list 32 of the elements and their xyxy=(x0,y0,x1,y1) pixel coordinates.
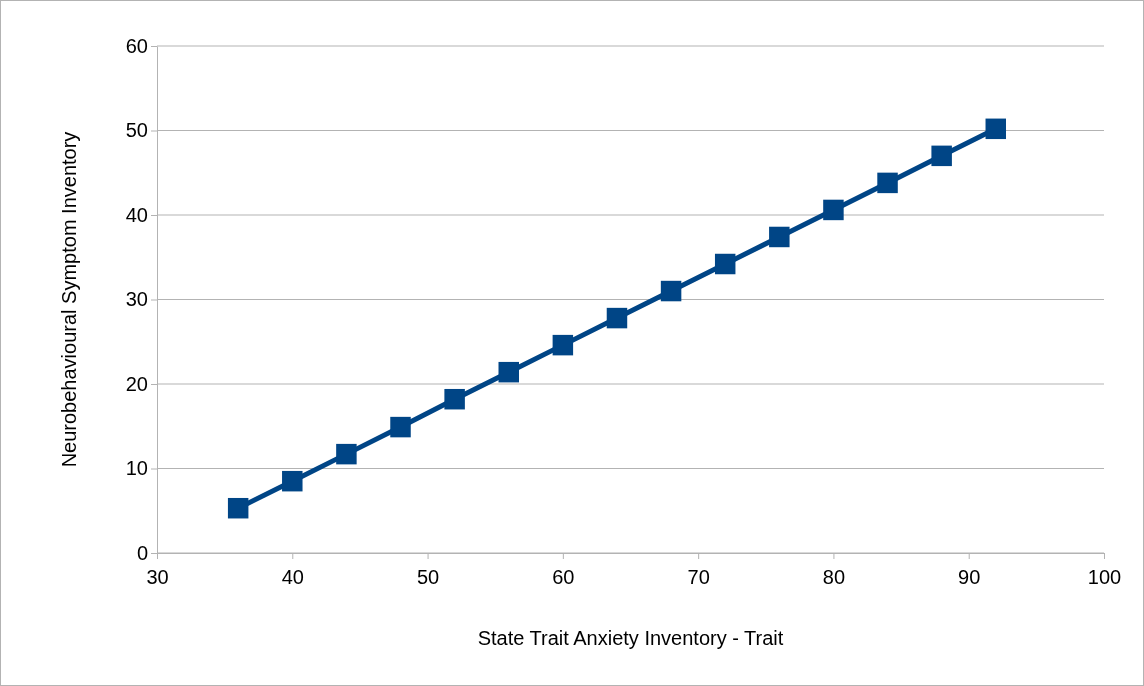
point xyxy=(714,253,736,275)
point xyxy=(444,388,465,410)
point xyxy=(227,497,249,519)
point xyxy=(390,416,411,438)
y-tick-label: 40 xyxy=(125,203,148,226)
point xyxy=(660,280,682,302)
point xyxy=(877,172,898,194)
y-axis-title: Neurobehavioural Symptom Inventory xyxy=(58,131,80,468)
point xyxy=(498,361,519,383)
x-tick-label: 80 xyxy=(822,566,846,588)
y-tick-label: 60 xyxy=(125,34,148,57)
y-tick-label: 50 xyxy=(125,119,148,142)
point xyxy=(552,334,574,356)
point xyxy=(769,226,790,248)
x-tick-label: 100 xyxy=(1087,566,1122,588)
x-tick-label: 90 xyxy=(958,566,981,588)
point xyxy=(606,307,628,329)
point xyxy=(985,118,1007,140)
x-tick-label: 30 xyxy=(146,566,169,588)
point xyxy=(336,443,357,465)
point xyxy=(823,199,844,221)
y-tick-label: 0 xyxy=(136,541,148,564)
point xyxy=(282,470,303,492)
x-tick-label: 50 xyxy=(416,566,440,588)
y-tick-label: 30 xyxy=(125,288,148,311)
x-tick-label: 70 xyxy=(687,566,710,588)
y-tick-label: 20 xyxy=(125,372,148,395)
x-tick-label: 60 xyxy=(552,566,575,588)
point xyxy=(931,145,952,167)
x-tick-label: 40 xyxy=(281,566,304,588)
x-axis-title: State Trait Anxiety Inventory - Trait xyxy=(477,627,784,649)
y-tick-label: 10 xyxy=(125,457,148,480)
